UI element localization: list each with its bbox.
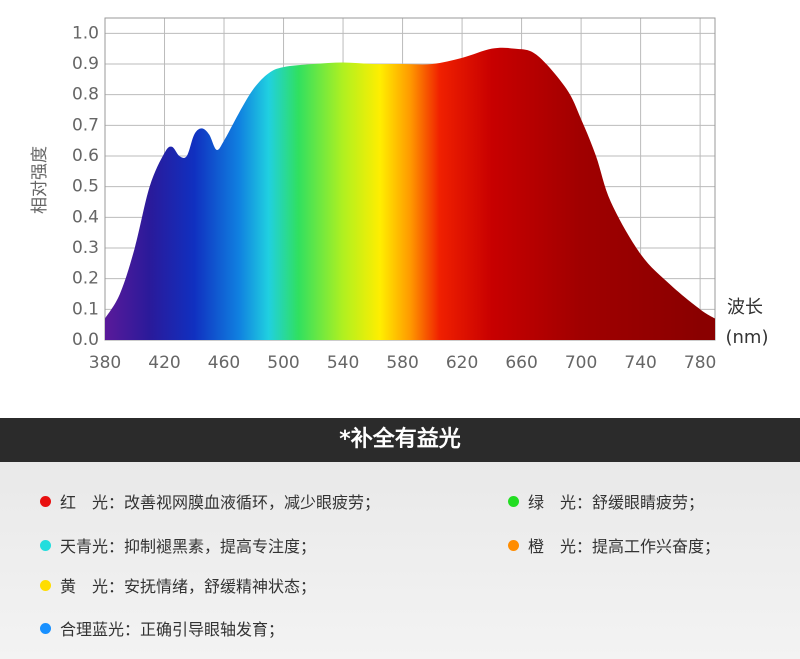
benefit-text: 安抚情绪，舒缓精神状态； [124,577,317,596]
x-tick-label: 540 [327,353,359,373]
spectrum-area [105,47,715,340]
benefit-label: 黄 光： [60,577,125,596]
y-tick-label: 0.6 [72,146,99,166]
color-dot [40,539,51,551]
benefit-item: 绿 光： 舒缓眼睛疲劳； [508,489,704,513]
x-axis-unit: (nm) [726,327,769,348]
y-tick-label: 0.2 [72,269,99,289]
x-tick-label: 380 [89,353,121,373]
color-dot [40,622,51,634]
y-tick-label: 0.3 [72,238,99,258]
benefit-item: 黄 光： 安抚情绪，舒缓精神状态； [40,573,316,597]
y-tick-label: 0.7 [72,115,99,135]
benefit-item: 红 光： 改善视网膜血液循环，减少眼疲劳； [40,489,380,513]
color-dot [40,495,51,507]
benefit-label: 红 光： [60,493,125,512]
x-tick-label: 500 [267,353,299,373]
benefit-text: 抑制褪黑素，提高专注度； [124,537,317,556]
y-tick-label: 0.5 [72,177,99,197]
benefit-text: 舒缓眼睛疲劳； [592,493,705,512]
color-dot [40,579,51,591]
benefit-label: 天青光： [60,537,125,556]
benefit-item: 合理蓝光： 正确引导眼轴发育； [40,616,284,640]
benefit-label: 橙 光： [528,537,593,556]
benefit-text: 正确引导眼轴发育； [140,620,285,639]
benefit-text: 改善视网膜血液循环，减少眼疲劳； [124,493,381,512]
benefit-text: 提高工作兴奋度； [592,537,721,556]
section-title: *补全有益光 [0,418,800,462]
color-dot [508,495,519,507]
benefit-panel: 红 光： 改善视网膜血液循环，减少眼疲劳； 绿 光： 舒缓眼睛疲劳； 天青光： 抑制褪黑素… [0,462,800,659]
x-tick-label: 420 [148,353,180,373]
benefit-item: 天青光： 抑制褪黑素，提高专注度； [40,533,316,557]
chart: 相对强度 波长 (nm) 1.0 0.9 0.8 0.7 0.6 0.5 0.4 0.3 0.2… [30,17,769,373]
x-tick-label: 700 [565,353,597,373]
color-dot [508,539,519,551]
y-axis-label: 相对强度 [30,146,50,214]
x-axis-label: 波长 [727,297,763,318]
y-tick-label: 0.8 [72,85,99,105]
y-tick-label: 0.0 [72,330,99,350]
x-tick-label: 740 [624,353,656,373]
x-tick-label: 580 [386,353,418,373]
x-tick-label: 620 [446,353,478,373]
x-tick-label: 660 [505,353,537,373]
benefit-label: 绿 光： [528,493,593,512]
benefit-label: 合理蓝光： [60,620,141,639]
x-tick-label: 460 [208,353,240,373]
x-tick-label: 780 [684,353,716,373]
y-tick-label: 0.4 [72,207,99,227]
y-tick-label: 0.1 [72,299,99,319]
benefit-item: 橙 光： 提高工作兴奋度； [508,533,720,557]
y-tick-label: 1.0 [72,23,99,43]
y-tick-label: 0.9 [72,54,99,74]
